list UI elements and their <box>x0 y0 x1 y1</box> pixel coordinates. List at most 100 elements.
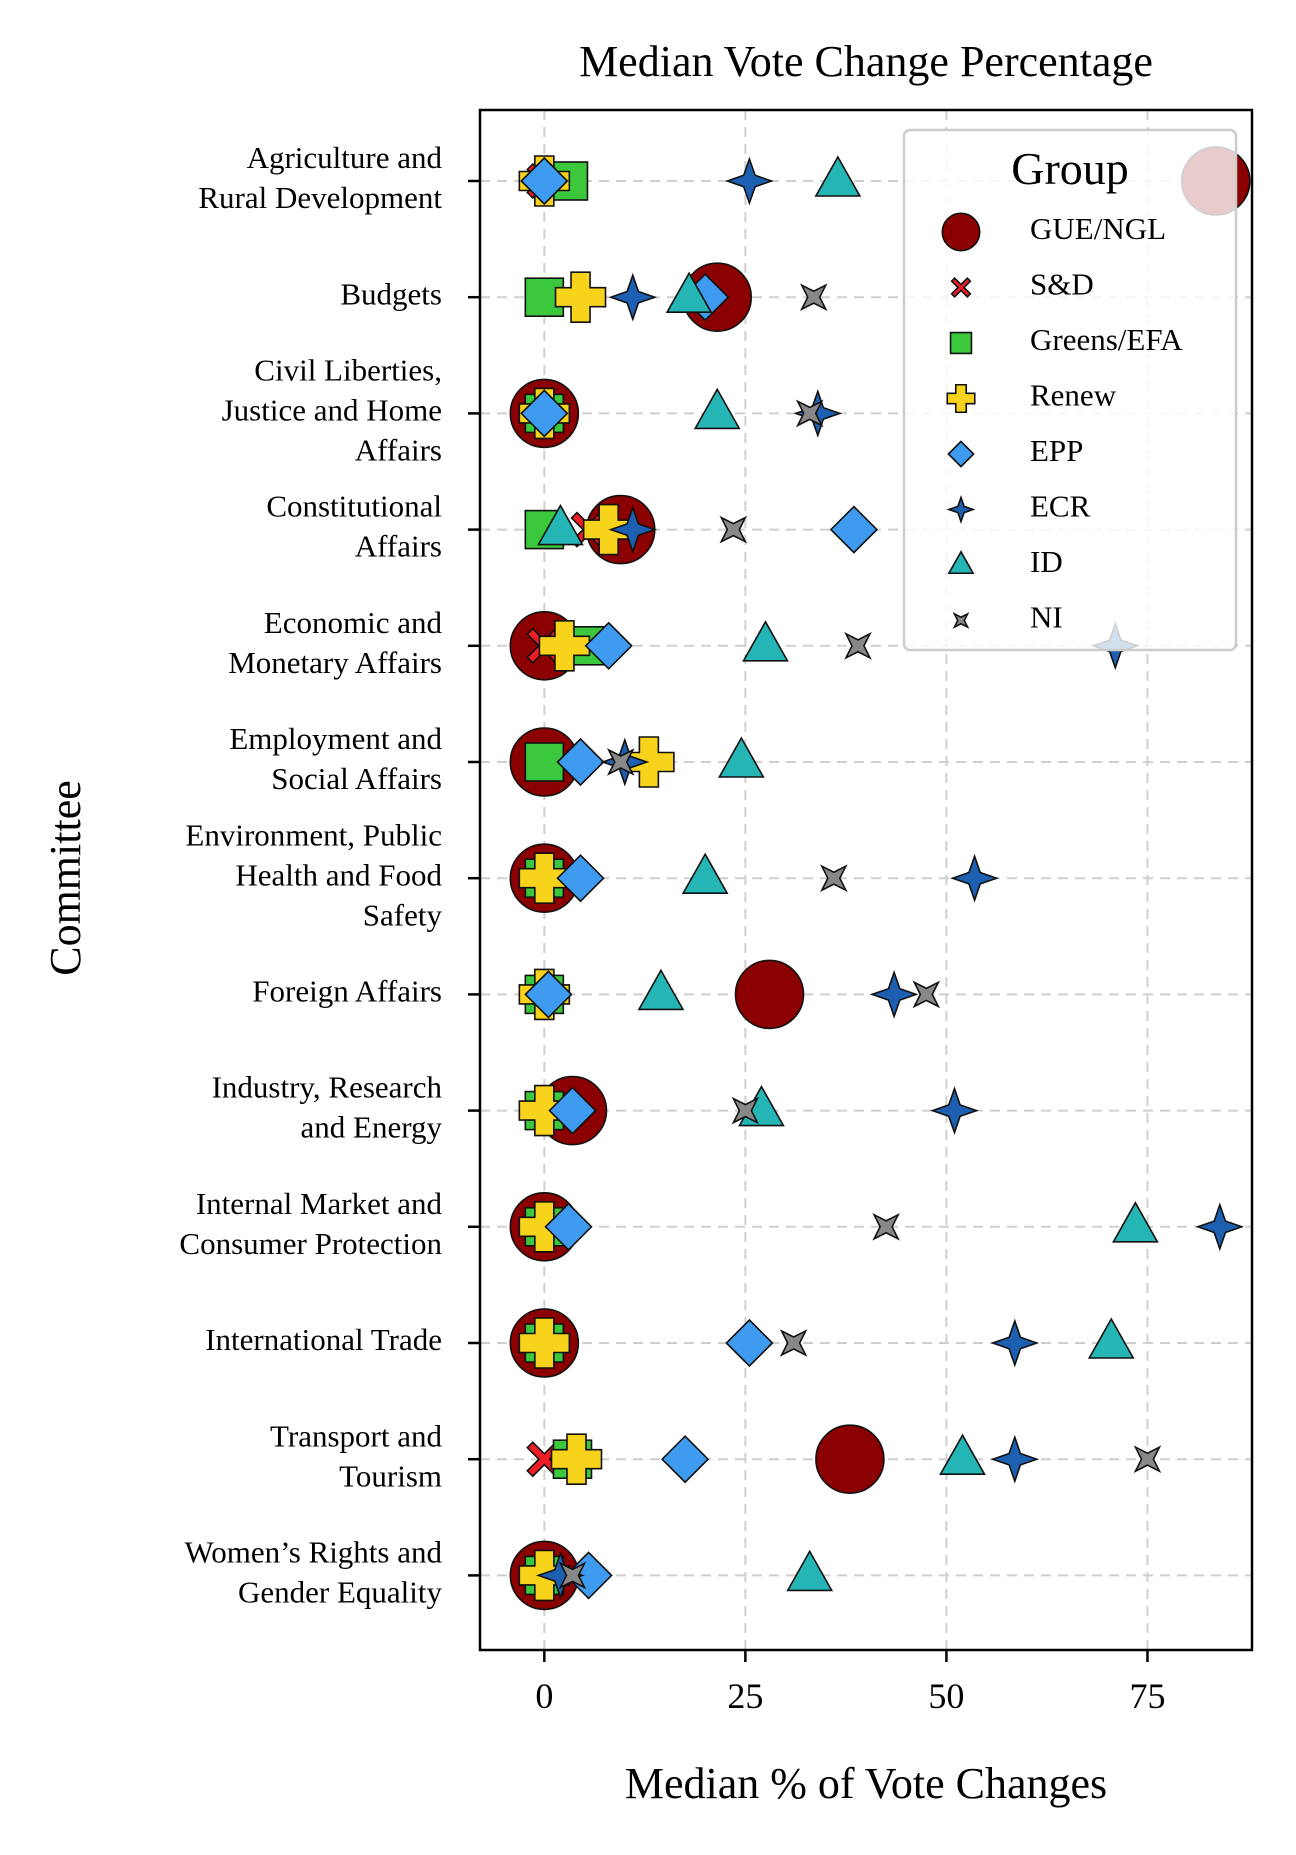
marker-id <box>693 387 741 430</box>
marker-renew <box>538 620 591 672</box>
marker-gue-ngl <box>815 1424 885 1494</box>
marker-ni <box>606 748 635 776</box>
marker-renew <box>518 1084 571 1137</box>
marker-ni <box>912 980 941 1009</box>
marker-renew <box>518 852 571 904</box>
y-tick-label: Foreign Affairs <box>252 974 442 1009</box>
y-tick-label: Monetary Affairs <box>228 645 442 680</box>
marker-ni <box>779 1329 808 1357</box>
y-tick-label: Tourism <box>339 1458 442 1493</box>
legend-marker-ni <box>952 612 970 629</box>
marker-renew <box>550 1433 603 1485</box>
chart-title: Median Vote Change Percentage <box>579 37 1153 86</box>
marker-id <box>717 736 765 778</box>
y-tick-label: Affairs <box>355 529 442 564</box>
legend-marker-s-d <box>950 277 972 298</box>
y-tick-label: Industry, Research <box>212 1070 443 1105</box>
axis-ticks: 0 25 50 75 Agriculture and Rural Development B… <box>179 140 1165 1716</box>
x-tick-label: 0 <box>535 1676 553 1716</box>
marker-ni <box>1133 1445 1162 1473</box>
marker-epp <box>520 389 569 438</box>
marker-ecr <box>869 969 919 1019</box>
marker-ecr <box>950 853 1000 903</box>
marker-ni <box>719 515 748 544</box>
y-tick-label: Gender Equality <box>238 1575 443 1610</box>
x-tick-label: 50 <box>928 1676 964 1716</box>
marker-id <box>537 503 584 546</box>
marker-renew <box>554 271 607 323</box>
marker-epp <box>524 970 573 1019</box>
marker-epp <box>660 1435 710 1484</box>
legend-label: S&D <box>1030 267 1094 302</box>
marker-ecr <box>1195 1202 1245 1252</box>
y-tick-label: Justice and Home <box>222 393 442 428</box>
y-tick-label: Employment and <box>229 721 442 756</box>
marker-gue-ngl <box>734 959 805 1030</box>
y-tick-label: International Trade <box>205 1322 442 1357</box>
y-tick-label: Economic and <box>264 605 443 640</box>
marker-ecr <box>608 505 658 555</box>
marker-id <box>1112 1201 1159 1243</box>
legend-marker-greens-efa <box>949 331 973 355</box>
marker-id <box>681 852 729 895</box>
marker-ni <box>820 864 848 892</box>
marker-id <box>786 1549 834 1592</box>
marker-ecr <box>608 272 658 322</box>
y-tick-label: Rural Development <box>198 180 442 215</box>
legend: Group GUE/NGL S&D Greens/EFA Renew EPP ECR ID NI <box>902 128 1238 652</box>
legend-marker-gue-ngl <box>941 212 981 252</box>
plot-frame <box>478 108 1254 1652</box>
marker-ecr <box>990 1434 1040 1484</box>
marker-ecr <box>724 156 774 206</box>
legend-label: Renew <box>1030 378 1117 413</box>
y-tick-label: Environment, Public <box>185 817 442 852</box>
y-tick-label: Health and Food <box>235 857 442 892</box>
y-tick-label: and Energy <box>301 1110 443 1145</box>
marker-epp <box>520 156 569 206</box>
y-tick-label: Consumer Protection <box>179 1226 442 1261</box>
x-tick-label: 25 <box>727 1676 763 1716</box>
legend-label: ECR <box>1030 489 1091 524</box>
y-tick-label: Safety <box>363 897 443 932</box>
y-tick-label: Social Affairs <box>271 761 442 796</box>
marker-ni <box>558 1561 587 1590</box>
y-tick-label: Internal Market and <box>196 1186 443 1221</box>
marker-epp <box>556 854 605 903</box>
legend-marker-renew <box>946 383 976 414</box>
legend-title: Group <box>1011 143 1129 194</box>
legend-label: GUE/NGL <box>1030 211 1166 246</box>
y-axis-label: Committee <box>41 780 90 976</box>
marker-renew <box>518 1317 571 1369</box>
marker-id <box>814 155 862 197</box>
marker-ni <box>844 632 872 660</box>
marker-id <box>742 620 789 662</box>
marker-renew <box>518 1201 571 1253</box>
marker-id <box>1087 1317 1135 1359</box>
marker-ni <box>872 1213 900 1241</box>
marker-epp <box>548 1086 597 1135</box>
y-tick-label: Constitutional <box>266 489 442 524</box>
marker-ni <box>799 283 828 311</box>
data-markers <box>509 146 1251 1611</box>
y-tick-label: Agriculture and <box>247 140 443 175</box>
marker-ni <box>731 1096 760 1125</box>
marker-id <box>637 968 685 1011</box>
legend-label: EPP <box>1030 433 1083 468</box>
x-axis-label: Median % of Vote Changes <box>625 1759 1107 1808</box>
marker-epp <box>564 1551 613 1600</box>
marker-id <box>665 271 713 314</box>
legend-marker-ecr <box>946 494 976 525</box>
legend-box <box>902 128 1238 652</box>
y-tick-label: Civil Liberties, <box>254 353 442 388</box>
legend-label: ID <box>1030 544 1063 579</box>
y-tick-label: Women’s Rights and <box>184 1535 442 1570</box>
marker-epp <box>829 505 879 554</box>
y-tick-label: Affairs <box>355 433 442 468</box>
marker-ecr <box>930 1086 979 1136</box>
marker-epp <box>556 737 605 787</box>
marker-epp <box>725 1318 774 1368</box>
marker-epp <box>544 1202 593 1251</box>
y-tick-label: Transport and <box>270 1418 442 1453</box>
marker-ecr <box>990 1318 1040 1368</box>
